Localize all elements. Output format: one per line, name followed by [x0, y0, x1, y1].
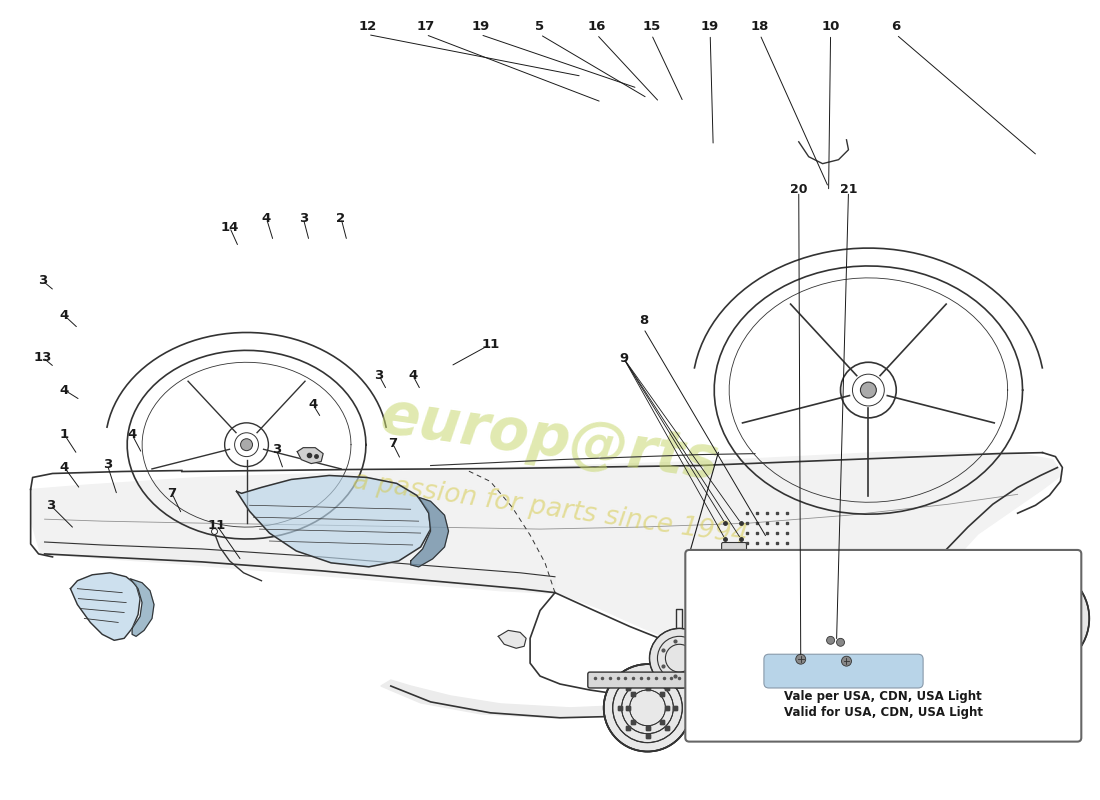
- Text: 1: 1: [59, 428, 69, 442]
- Circle shape: [986, 567, 1089, 670]
- Text: 3: 3: [102, 458, 112, 471]
- FancyBboxPatch shape: [817, 640, 839, 656]
- Text: Valid for USA, CDN, USA Light: Valid for USA, CDN, USA Light: [784, 706, 982, 719]
- Polygon shape: [39, 541, 556, 593]
- Text: Vale per USA, CDN, USA Light: Vale per USA, CDN, USA Light: [784, 690, 982, 703]
- Text: 3: 3: [374, 369, 384, 382]
- Text: 3: 3: [46, 498, 55, 512]
- Text: 4: 4: [128, 428, 136, 442]
- FancyBboxPatch shape: [587, 672, 701, 688]
- Text: 19: 19: [701, 19, 719, 33]
- Text: 4: 4: [59, 383, 69, 397]
- Text: 17: 17: [417, 19, 434, 33]
- Text: europ@rts: europ@rts: [377, 388, 723, 492]
- Circle shape: [842, 656, 851, 666]
- Text: 21: 21: [839, 183, 857, 197]
- Polygon shape: [297, 448, 323, 463]
- Circle shape: [241, 438, 253, 450]
- Text: 8: 8: [639, 314, 648, 326]
- Circle shape: [860, 382, 877, 398]
- Text: 13: 13: [33, 350, 52, 364]
- Text: 3: 3: [272, 443, 280, 456]
- Polygon shape: [31, 452, 1063, 688]
- Text: 9: 9: [619, 352, 628, 365]
- Text: 4: 4: [262, 212, 271, 225]
- Text: 2: 2: [337, 212, 345, 225]
- Text: 5: 5: [536, 19, 544, 33]
- Text: 10: 10: [822, 19, 839, 33]
- Text: 3: 3: [298, 212, 308, 225]
- Text: 4: 4: [59, 461, 69, 474]
- Text: 18: 18: [750, 19, 769, 33]
- Polygon shape: [130, 578, 154, 636]
- Polygon shape: [236, 475, 430, 567]
- Text: 4: 4: [309, 398, 318, 411]
- FancyBboxPatch shape: [763, 654, 923, 688]
- Text: 11: 11: [481, 338, 499, 351]
- Polygon shape: [410, 498, 449, 567]
- Text: 4: 4: [408, 369, 417, 382]
- Text: 12: 12: [359, 19, 377, 33]
- Text: 15: 15: [642, 19, 661, 33]
- Polygon shape: [381, 640, 848, 718]
- Circle shape: [836, 638, 845, 646]
- Text: 14: 14: [220, 221, 239, 234]
- FancyBboxPatch shape: [722, 542, 747, 574]
- Circle shape: [649, 629, 710, 688]
- Polygon shape: [70, 573, 140, 640]
- Text: 6: 6: [892, 19, 901, 33]
- Circle shape: [826, 636, 835, 644]
- Text: 7: 7: [388, 437, 397, 450]
- Text: 20: 20: [790, 183, 807, 197]
- FancyBboxPatch shape: [685, 550, 1081, 742]
- Text: 16: 16: [587, 19, 606, 33]
- Text: 19: 19: [471, 19, 490, 33]
- FancyBboxPatch shape: [739, 567, 795, 632]
- Text: 3: 3: [39, 274, 47, 287]
- Text: 4: 4: [59, 309, 69, 322]
- Polygon shape: [498, 630, 526, 648]
- Circle shape: [604, 664, 691, 751]
- Circle shape: [795, 654, 805, 664]
- Text: a passion for parts since 1994: a passion for parts since 1994: [351, 469, 749, 550]
- Text: 7: 7: [167, 487, 176, 500]
- Text: 11: 11: [208, 518, 226, 532]
